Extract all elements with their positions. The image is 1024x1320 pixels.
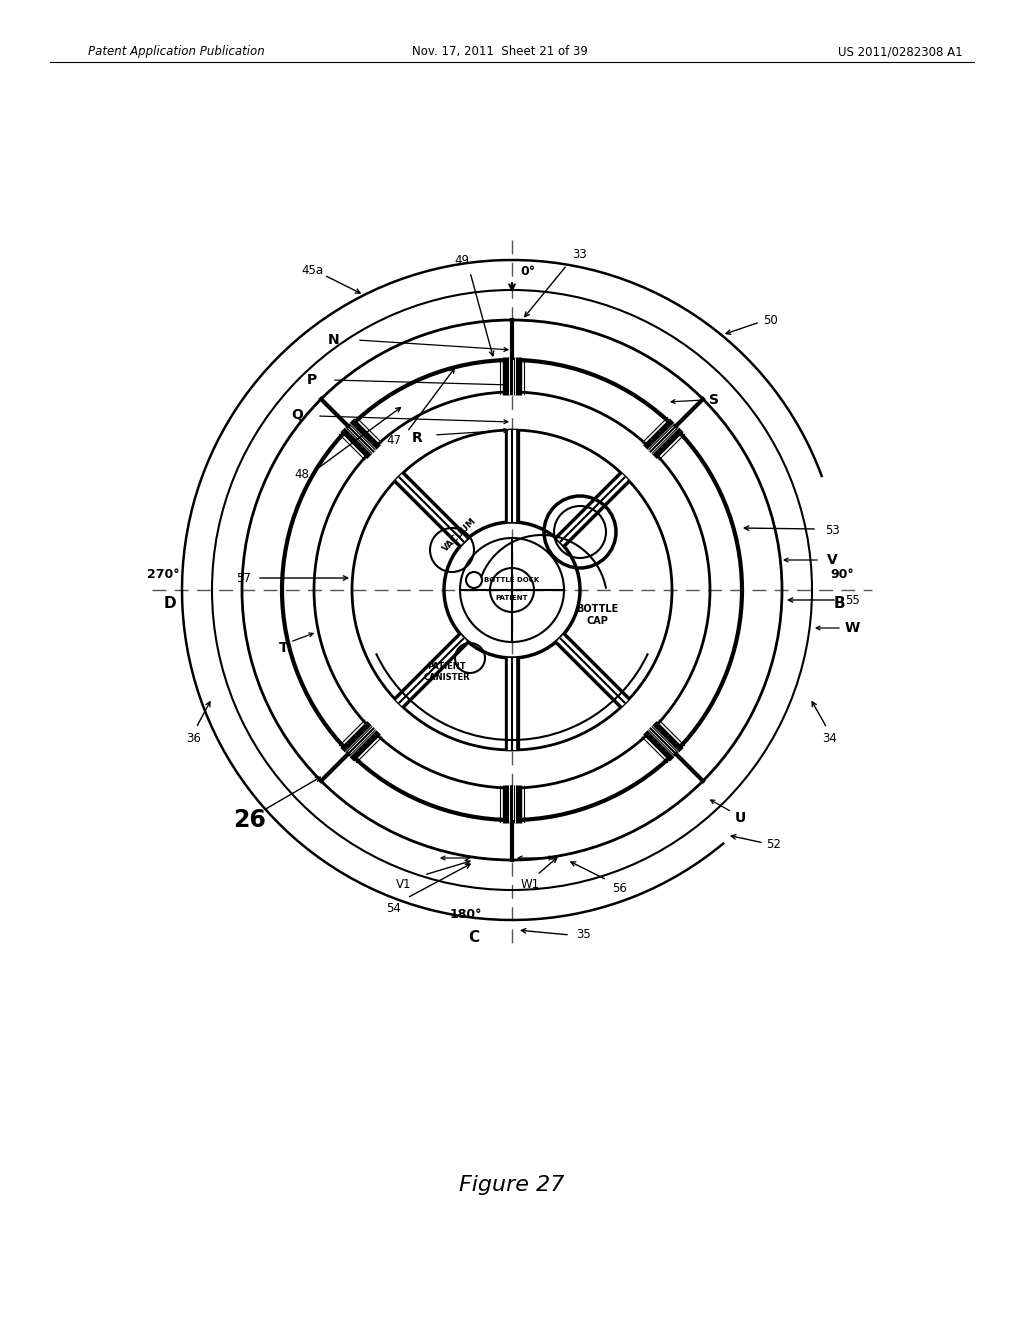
Text: 45a: 45a	[301, 264, 323, 276]
Text: 53: 53	[824, 524, 840, 536]
Text: Patent Application Publication: Patent Application Publication	[88, 45, 265, 58]
Text: W: W	[845, 620, 859, 635]
Text: N: N	[328, 333, 340, 347]
Text: Nov. 17, 2011  Sheet 21 of 39: Nov. 17, 2011 Sheet 21 of 39	[412, 45, 588, 58]
Text: 0°: 0°	[520, 265, 536, 279]
Text: W1: W1	[520, 879, 540, 891]
Text: 52: 52	[767, 838, 781, 851]
Text: 55: 55	[845, 594, 859, 606]
Text: PATIENT: PATIENT	[496, 595, 528, 601]
Text: U: U	[734, 810, 745, 825]
Text: 36: 36	[186, 731, 202, 744]
Text: VACUUM: VACUUM	[441, 516, 478, 553]
Text: P: P	[307, 374, 317, 387]
Text: S: S	[709, 393, 719, 407]
Text: B: B	[834, 597, 846, 611]
Text: 34: 34	[822, 731, 838, 744]
Text: 54: 54	[387, 902, 401, 915]
Text: BOTTLE DOCK: BOTTLE DOCK	[484, 577, 540, 583]
Text: Figure 27: Figure 27	[460, 1175, 564, 1195]
Text: V: V	[826, 553, 838, 568]
Text: 49: 49	[455, 253, 469, 267]
Text: 270°: 270°	[147, 568, 179, 581]
Text: 47: 47	[386, 433, 401, 446]
Text: D: D	[164, 597, 176, 611]
Text: 35: 35	[577, 928, 592, 941]
Text: R: R	[412, 432, 422, 445]
Text: 48: 48	[295, 469, 309, 482]
Text: 57: 57	[237, 572, 252, 585]
Text: T: T	[280, 642, 289, 655]
Text: 26: 26	[233, 808, 266, 832]
Text: US 2011/0282308 A1: US 2011/0282308 A1	[838, 45, 963, 58]
Text: 33: 33	[572, 248, 588, 261]
Text: Q: Q	[291, 408, 303, 422]
Text: 180°: 180°	[450, 908, 482, 921]
Text: V1: V1	[396, 879, 412, 891]
Text: 50: 50	[763, 314, 777, 326]
Text: 90°: 90°	[830, 568, 854, 581]
Text: PATIENT
CANISTER: PATIENT CANISTER	[424, 663, 470, 681]
Text: 56: 56	[612, 882, 628, 895]
Text: BOTTLE
CAP: BOTTLE CAP	[575, 605, 618, 626]
Text: C: C	[468, 931, 479, 945]
